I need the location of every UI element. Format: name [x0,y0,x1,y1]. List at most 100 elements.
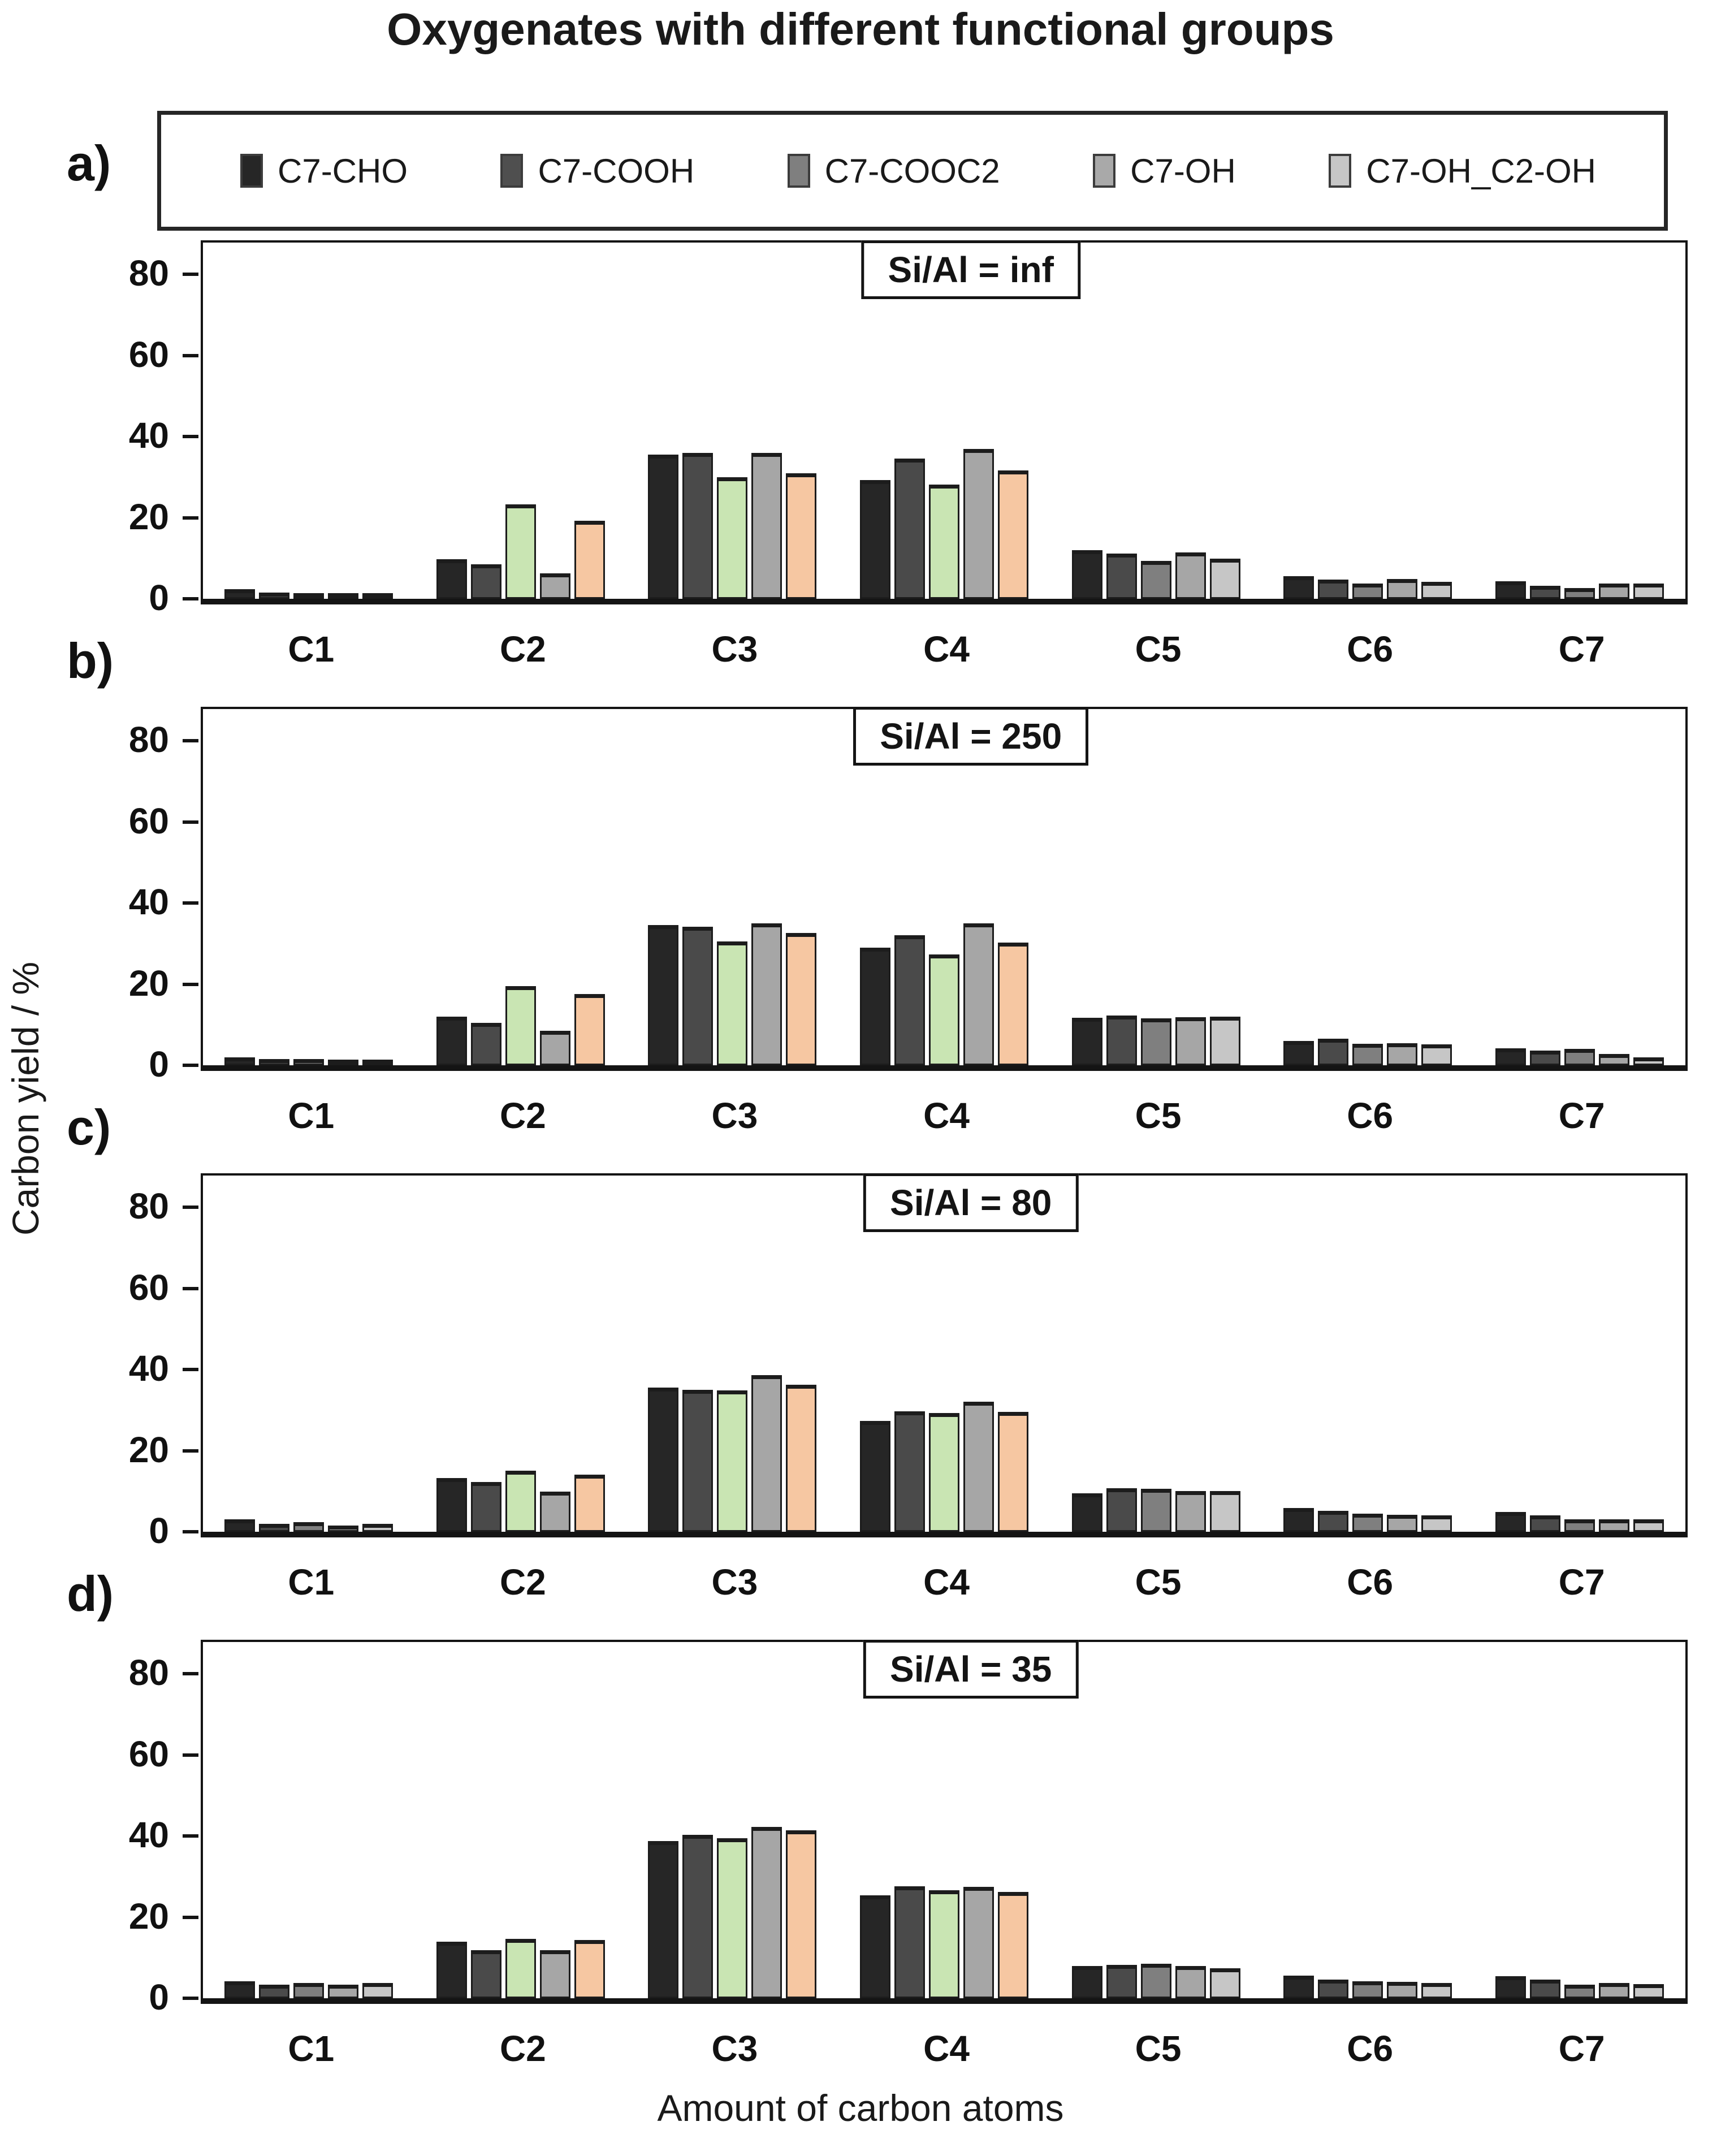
bar-c6-c7-oh [1387,1043,1418,1065]
bar-c3-c7-cho [648,925,679,1065]
bar-c2-c7-cho [436,1942,467,1998]
y-tick-label: 60 [128,334,169,375]
x-tick-label: C5 [1135,629,1182,669]
x-tick-label: C7 [1558,1562,1605,1602]
y-tick-mark [183,1997,198,2000]
bar-c1-c7-oh-c2-oh [362,1060,394,1065]
y-tick-label: 40 [128,1348,169,1389]
legend-label: C7-OH [1130,152,1236,190]
bar-c2-c7-oh [539,1492,570,1532]
bar-c1-c7-oh-c2-oh [362,1524,394,1532]
x-tick-label: C2 [499,629,546,669]
y-tick-mark [183,1530,198,1533]
legend-item: C7-COOH [500,152,694,191]
bar-c4-c7-cooc2 [929,954,959,1065]
bar-group-c2 [436,986,605,1065]
bar-c3-c7-cho [648,1388,679,1532]
bar-c6-c7-oh-c2-oh [1421,1983,1452,1998]
bar-group-c4 [860,1402,1028,1532]
bar-c1-c7-oh [328,593,359,599]
y-tick-label: 60 [128,1267,169,1308]
bar-c4-c7-oh [963,1887,994,1998]
y-tick-label: 0 [149,1510,169,1551]
bar-c6-c7-cooh [1318,1980,1349,1998]
legend-swatch-icon [240,154,263,188]
bar-group-c3 [648,1375,817,1532]
y-tick-mark [183,1064,198,1067]
bar-c6-c7-oh-c2-oh [1421,582,1452,599]
bar-c5-c7-oh-c2-oh [1209,1017,1240,1065]
bar-c7-c7-cooh [1529,1515,1560,1532]
bar-c4-c7-cho [860,948,890,1065]
legend: C7-CHO C7-COOH C7-COOC2 C7-OH C7-OH_C2-OH [157,111,1668,231]
bar-c1-c7-cooc2 [293,1059,325,1065]
x-tick-label: C6 [1347,2028,1394,2069]
y-tick-mark [183,1915,198,1919]
x-tick-label: C4 [923,1562,970,1602]
y-tick-mark [183,1286,198,1290]
y-tick-mark [183,597,198,600]
bar-group-c1 [224,589,394,599]
bar-c7-c7-oh-c2-oh [1633,1057,1664,1065]
y-tick-label: 40 [128,882,169,922]
bar-c4-c7-cooh [894,1411,925,1532]
bar-c4-c7-oh [963,449,994,599]
legend-item: C7-OH_C2-OH [1329,152,1596,191]
y-tick-label: 60 [128,1733,169,1774]
bar-c2-c7-oh-c2-oh [574,994,605,1065]
bar-c3-c7-cho [648,455,679,599]
bar-group-c4 [860,1886,1028,1998]
bar-c3-c7-oh-c2-oh [786,1830,817,1998]
bar-c2-c7-oh-c2-oh [574,521,605,599]
bar-group-c7 [1495,1512,1664,1532]
bar-c3-c7-cooc2 [717,941,748,1065]
bar-c3-c7-oh [751,1375,782,1532]
bar-c6-c7-cooh [1318,580,1349,599]
bar-c2-c7-cho [436,1478,467,1532]
bar-group-c1 [224,1057,394,1065]
bar-c1-c7-cooh [259,1985,290,1998]
panel-title: Si/Al = 250 [853,707,1089,766]
bar-c5-c7-oh [1175,1966,1206,1998]
bar-c2-c7-cooh [470,1950,501,1998]
y-tick-mark [183,435,198,438]
bar-c4-c7-cho [860,480,890,599]
y-tick-label: 80 [128,253,169,293]
bar-c2-c7-cho [436,1017,467,1065]
legend-swatch-icon [1329,154,1352,188]
bar-c1-c7-oh [328,1060,359,1065]
bar-c7-c7-cho [1495,1976,1526,1998]
x-tick-label: C3 [711,2028,758,2069]
bar-c6-c7-cooc2 [1352,1514,1383,1532]
x-tick-label: C7 [1558,629,1605,669]
bar-c6-c7-cooc2 [1352,1981,1383,1998]
x-tick-label: C1 [288,2028,335,2069]
bar-c7-c7-oh-c2-oh [1633,1984,1664,1998]
bar-c3-c7-oh [751,923,782,1065]
y-tick-label: 20 [128,496,169,537]
x-tick-label: C5 [1135,2028,1182,2069]
bar-c2-c7-oh [539,1031,570,1065]
bar-c2-c7-cooc2 [505,1939,536,1998]
y-tick-mark [183,516,198,520]
bar-c4-c7-cooc2 [929,1890,959,1998]
bar-c6-c7-cho [1283,1508,1314,1532]
bar-c2-c7-oh-c2-oh [574,1475,605,1532]
bar-c3-c7-cooh [682,927,714,1065]
x-tick-label: C5 [1135,1562,1182,1602]
y-tick-mark [183,901,198,905]
bar-c4-c7-cooc2 [929,485,959,599]
bar-c4-c7-oh [963,1402,994,1532]
bar-c3-c7-oh [751,453,782,599]
y-tick-label: 20 [128,1895,169,1937]
bar-group-c5 [1071,1016,1240,1065]
y-tick-mark [183,1368,198,1371]
legend-label: C7-CHO [278,152,408,190]
bar-c6-c7-cooc2 [1352,584,1383,599]
bar-c4-c7-oh-c2-oh [998,943,1028,1065]
bar-group-c6 [1283,1976,1452,1998]
x-tick-label: C2 [499,1095,546,1136]
bar-c1-c7-cooh [259,1059,290,1065]
x-tick-label: C2 [499,1562,546,1602]
